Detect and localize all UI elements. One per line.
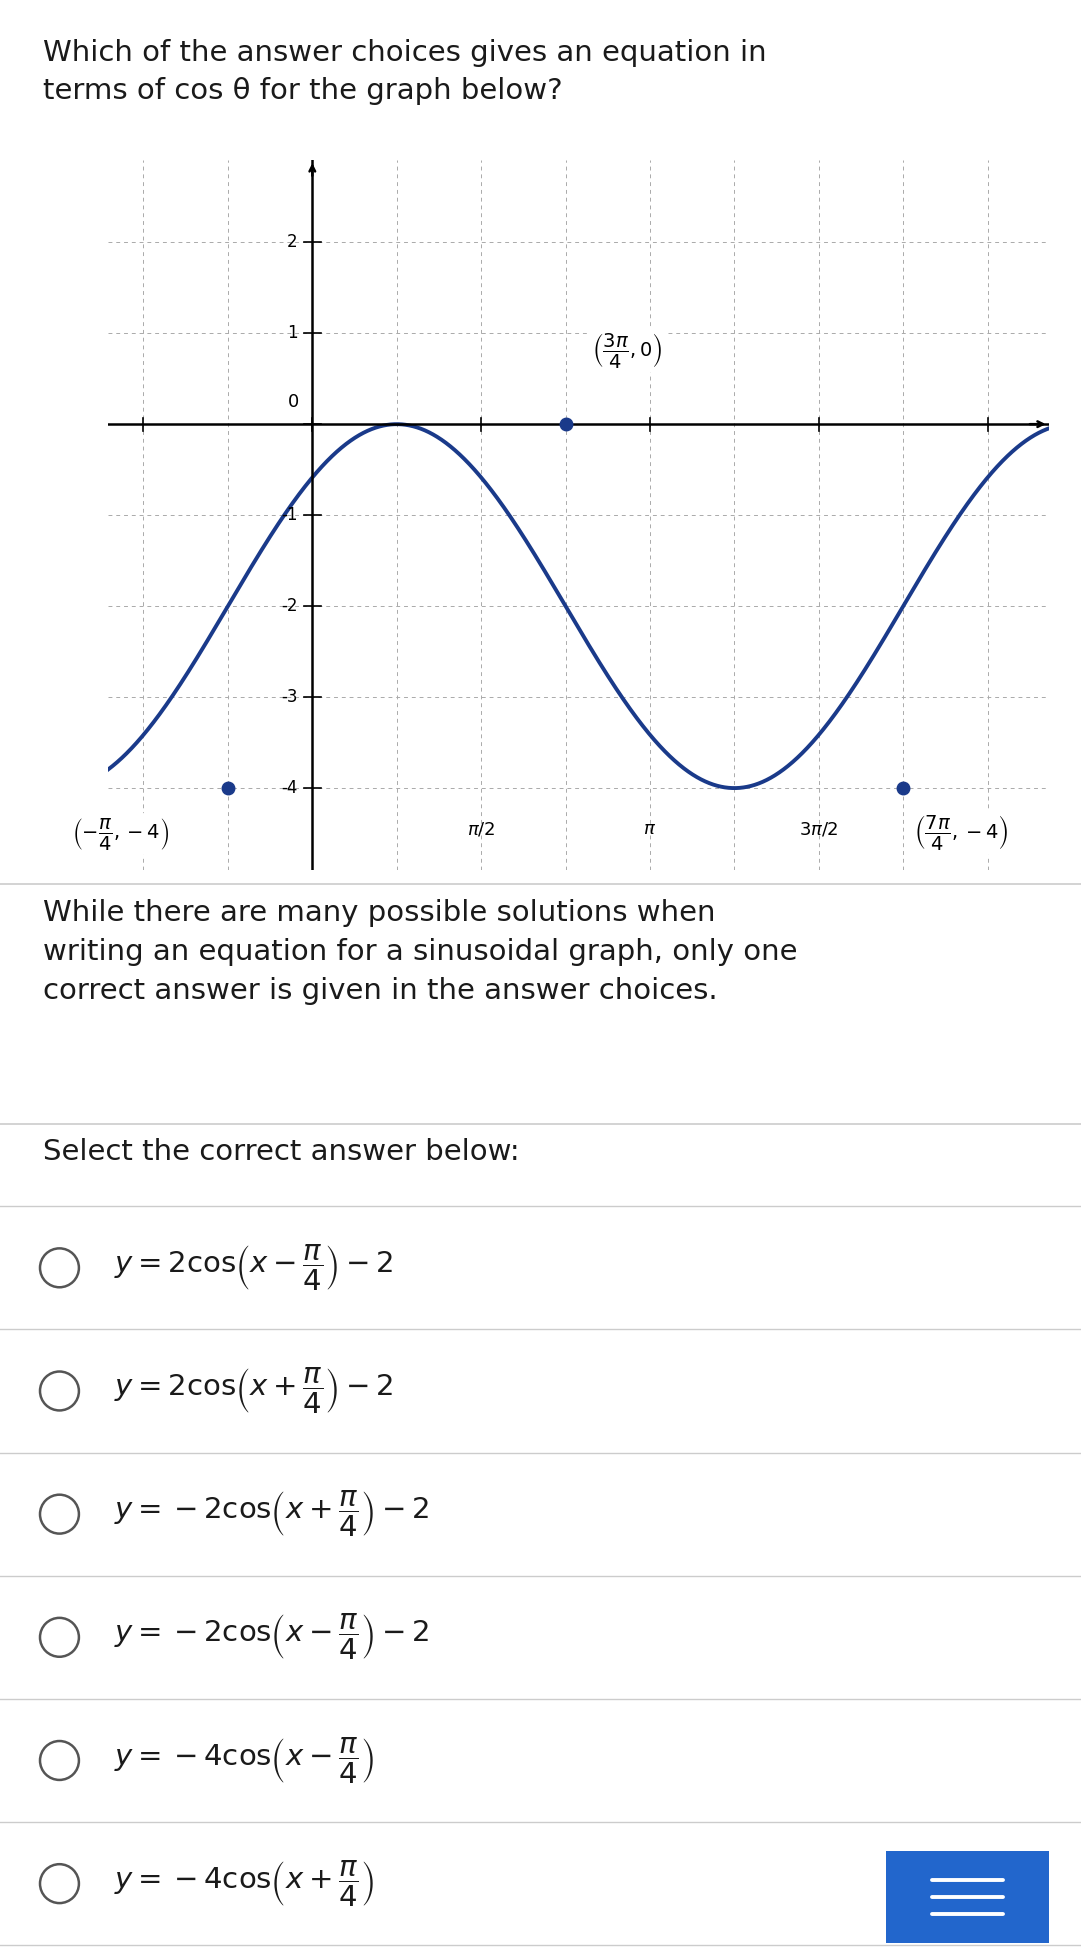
Text: Select the correct answer below:: Select the correct answer below: <box>43 1138 520 1165</box>
Text: While there are many possible solutions when
writing an equation for a sinusoida: While there are many possible solutions … <box>43 899 798 1005</box>
Text: $y = -2\cos\!\left(x - \dfrac{\pi}{4}\right) - 2$: $y = -2\cos\!\left(x - \dfrac{\pi}{4}\ri… <box>114 1613 428 1662</box>
Text: 0: 0 <box>289 393 299 411</box>
Text: $y = -4\cos\!\left(x + \dfrac{\pi}{4}\right)$: $y = -4\cos\!\left(x + \dfrac{\pi}{4}\ri… <box>114 1859 374 1908</box>
Text: 2: 2 <box>286 233 297 250</box>
Text: -1: -1 <box>281 506 297 524</box>
Text: $y = 2\cos\!\left(x - \dfrac{\pi}{4}\right) - 2$: $y = 2\cos\!\left(x - \dfrac{\pi}{4}\rig… <box>114 1243 392 1292</box>
Text: $\pi/2$: $\pi/2$ <box>467 821 495 839</box>
Text: -3: -3 <box>281 688 297 706</box>
Text: -4: -4 <box>281 780 297 798</box>
Text: $-\pi/2$: $-\pi/2$ <box>122 821 165 839</box>
Text: $\left(\dfrac{7\pi}{4},-4\right)$: $\left(\dfrac{7\pi}{4},-4\right)$ <box>913 813 1009 852</box>
Text: $y = 2\cos\!\left(x + \dfrac{\pi}{4}\right) - 2$: $y = 2\cos\!\left(x + \dfrac{\pi}{4}\rig… <box>114 1367 392 1415</box>
Text: $\left(-\dfrac{\pi}{4},-4\right)$: $\left(-\dfrac{\pi}{4},-4\right)$ <box>72 815 170 852</box>
Text: $y = -4\cos\!\left(x - \dfrac{\pi}{4}\right)$: $y = -4\cos\!\left(x - \dfrac{\pi}{4}\ri… <box>114 1736 374 1785</box>
Text: 1: 1 <box>286 325 297 342</box>
Text: $3\pi/2$: $3\pi/2$ <box>799 821 839 839</box>
Text: $\left(\dfrac{3\pi}{4},0\right)$: $\left(\dfrac{3\pi}{4},0\right)$ <box>592 330 663 369</box>
Text: -2: -2 <box>281 596 297 616</box>
Text: $y = -2\cos\!\left(x + \dfrac{\pi}{4}\right) - 2$: $y = -2\cos\!\left(x + \dfrac{\pi}{4}\ri… <box>114 1490 428 1539</box>
Text: $2\pi$: $2\pi$ <box>975 821 1000 839</box>
Text: $\pi$: $\pi$ <box>643 821 656 839</box>
Text: Which of the answer choices gives an equation in
terms of cos θ for the graph be: Which of the answer choices gives an equ… <box>43 39 766 106</box>
